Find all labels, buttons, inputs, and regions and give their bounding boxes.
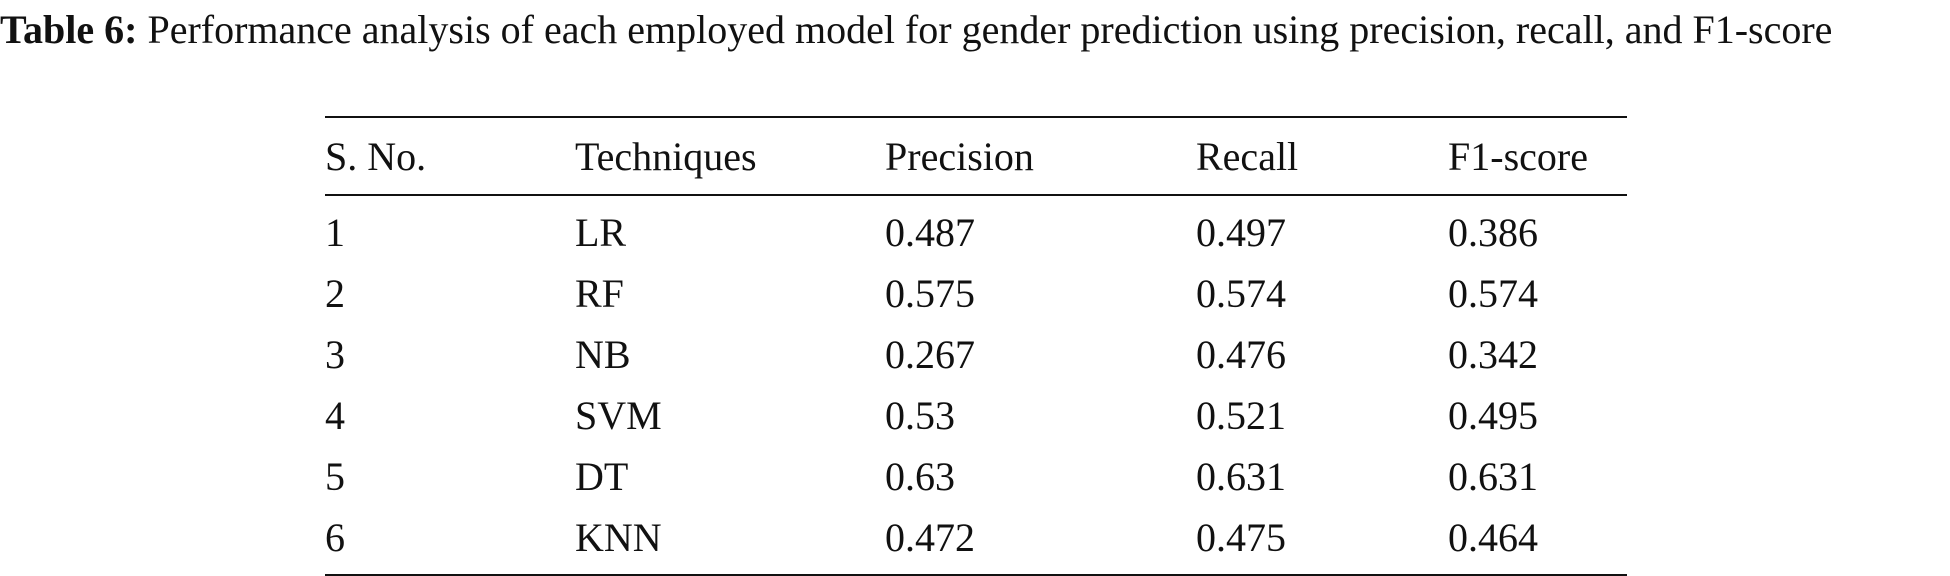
cell-technique: SVM (575, 393, 662, 438)
cell-recall: 0.574 (1196, 271, 1286, 316)
cell-recall: 0.631 (1196, 454, 1286, 499)
cell-technique: KNN (575, 515, 662, 560)
table-row: 4 SVM 0.53 0.521 0.495 (325, 385, 1627, 446)
cell-technique: NB (575, 332, 631, 377)
cell-precision: 0.63 (885, 454, 955, 499)
cell-recall: 0.521 (1196, 393, 1286, 438)
cell-f1-score: 0.495 (1448, 393, 1538, 438)
table-caption: Table 6: Performance analysis of each em… (0, 6, 1950, 54)
cell-recall: 0.476 (1196, 332, 1286, 377)
cell-precision: 0.53 (885, 393, 955, 438)
cell-precision: 0.487 (885, 210, 975, 255)
header-sno: S. No. (325, 133, 427, 179)
header-recall: Recall (1196, 133, 1299, 179)
cell-recall: 0.475 (1196, 515, 1286, 560)
header-techniques: Techniques (575, 133, 757, 179)
results-table: S. No. Techniques Precision Recall F1-sc… (325, 116, 1627, 576)
cell-sno: 5 (325, 454, 345, 499)
header-f1-score: F1-score (1448, 133, 1588, 179)
table-row: 6 KNN 0.472 0.475 0.464 (325, 507, 1627, 575)
table-caption-text: Performance analysis of each employed mo… (137, 7, 1833, 52)
cell-sno: 2 (325, 271, 345, 316)
table-row: 5 DT 0.63 0.631 0.631 (325, 446, 1627, 507)
results-table-container: S. No. Techniques Precision Recall F1-sc… (325, 116, 1627, 576)
table-row: 3 NB 0.267 0.476 0.342 (325, 324, 1627, 385)
cell-sno: 3 (325, 332, 345, 377)
cell-sno: 6 (325, 515, 345, 560)
cell-f1-score: 0.342 (1448, 332, 1538, 377)
cell-recall: 0.497 (1196, 210, 1286, 255)
cell-f1-score: 0.386 (1448, 210, 1538, 255)
cell-precision: 0.267 (885, 332, 975, 377)
header-row: S. No. Techniques Precision Recall F1-sc… (325, 117, 1627, 195)
cell-sno: 1 (325, 210, 345, 255)
header-precision: Precision (885, 133, 1034, 179)
cell-f1-score: 0.631 (1448, 454, 1538, 499)
cell-technique: RF (575, 271, 624, 316)
table-row: 2 RF 0.575 0.574 0.574 (325, 263, 1627, 324)
cell-technique: LR (575, 210, 627, 255)
cell-technique: DT (575, 454, 629, 499)
cell-f1-score: 0.464 (1448, 515, 1538, 560)
cell-f1-score: 0.574 (1448, 271, 1538, 316)
table-header: S. No. Techniques Precision Recall F1-sc… (325, 117, 1627, 195)
cell-sno: 4 (325, 393, 345, 438)
table-caption-label: Table 6: (0, 7, 138, 52)
cell-precision: 0.472 (885, 515, 975, 560)
table-row: 1 LR 0.487 0.497 0.386 (325, 195, 1627, 263)
cell-precision: 0.575 (885, 271, 975, 316)
table-body: 1 LR 0.487 0.497 0.386 2 RF 0.575 0.574 … (325, 195, 1627, 575)
